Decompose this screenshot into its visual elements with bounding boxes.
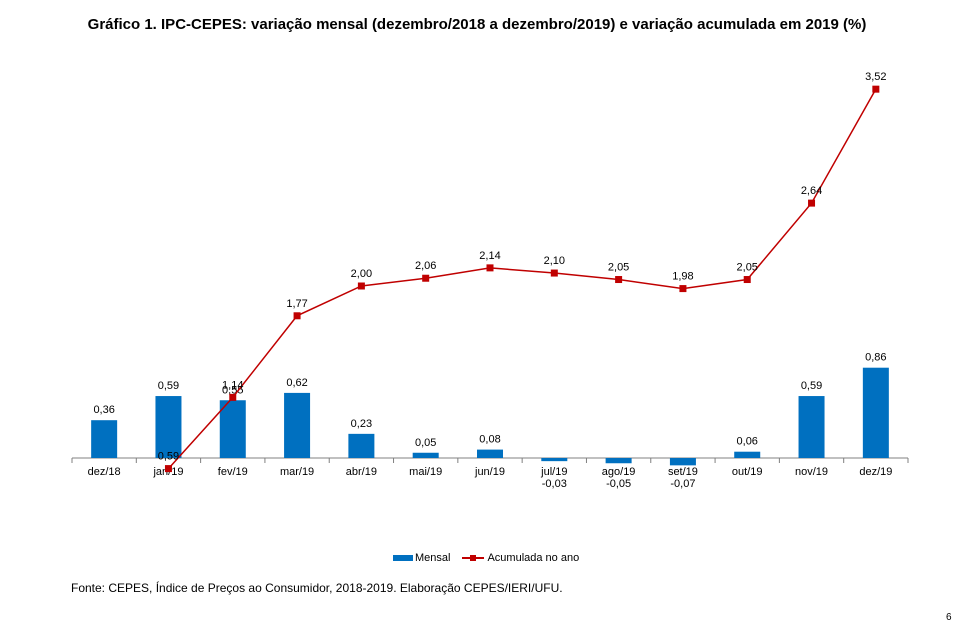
line-value-label: 3,52	[865, 71, 886, 83]
line-value-label: 1,77	[286, 298, 307, 310]
bar-mensal-dez/18	[91, 420, 118, 458]
bar-value-label: 0,36	[93, 404, 114, 416]
bar-mensal-mar/19	[284, 392, 311, 458]
bar-mensal-jan/19	[155, 396, 182, 458]
legend-swatch-bar	[393, 555, 413, 561]
x-tick-label: dez/19	[859, 466, 892, 478]
line-value-label: 2,14	[479, 250, 500, 262]
source-note: Fonte: CEPES, Índice de Preços ao Consum…	[71, 581, 563, 595]
x-tick-label: jun/19	[474, 466, 505, 478]
bar-value-label: 0,62	[286, 377, 307, 389]
bar-value-label: 0,05	[415, 437, 436, 449]
x-tick-label: mai/19	[409, 466, 442, 478]
x-tick-label: ago/19	[602, 466, 636, 478]
line-value-label: 1,14	[222, 379, 243, 391]
bar-value-label: -0,03	[542, 478, 567, 490]
point-acumulada-jan/19	[164, 465, 172, 473]
legend-item-mensal: Mensal	[393, 552, 450, 564]
bar-mensal-jul/19	[541, 458, 568, 462]
x-tick-label: nov/19	[795, 466, 828, 478]
bar-value-label: 0,06	[737, 436, 758, 448]
bar-value-label: 0,86	[865, 352, 886, 364]
legend-label-acumulada: Acumulada no ano	[487, 552, 580, 564]
bar-mensal-out/19	[734, 451, 761, 458]
bar-value-label: 0,59	[158, 380, 179, 392]
line-value-label: 2,06	[415, 260, 436, 272]
point-acumulada-jul/19	[550, 269, 558, 277]
bar-mensal-ago/19	[605, 458, 632, 464]
bar-mensal-nov/19	[798, 396, 825, 458]
legend-label-mensal: Mensal	[415, 552, 451, 564]
series-line-acumulada	[167, 88, 877, 470]
x-tick-label: out/19	[732, 466, 763, 478]
legend-swatch-line	[462, 554, 485, 562]
point-acumulada-jun/19	[486, 264, 494, 272]
point-acumulada-nov/19	[808, 199, 816, 207]
x-tick-label: jul/19	[540, 466, 567, 478]
point-acumulada-abr/19	[357, 282, 365, 290]
line-value-label: 2,00	[351, 268, 372, 280]
point-acumulada-mai/19	[422, 274, 430, 282]
bar-value-label: 0,08	[479, 434, 500, 446]
point-acumulada-dez/19	[872, 85, 880, 93]
bar-value-label: 0,55	[222, 384, 243, 396]
point-acumulada-set/19	[679, 285, 687, 293]
bar-mensal-mai/19	[412, 452, 439, 458]
bar-mensal-set/19	[669, 458, 696, 466]
point-acumulada-ago/19	[615, 276, 623, 284]
x-tick-label: fev/19	[218, 466, 248, 478]
line-value-label: 2,05	[608, 262, 629, 274]
chart-title: Gráfico 1. IPC-CEPES: variação mensal (d…	[87, 16, 867, 33]
line-value-label: 2,10	[544, 255, 565, 267]
x-tick-label: dez/18	[88, 466, 121, 478]
point-acumulada-out/19	[743, 276, 751, 284]
line-value-label: 2,05	[737, 262, 758, 274]
line-value-label: 0,59	[158, 451, 179, 463]
x-tick-label: mar/19	[280, 466, 314, 478]
page-number: 6	[946, 612, 952, 623]
bar-mensal-fev/19	[219, 400, 246, 458]
legend: Mensal Acumulada no ano	[393, 552, 591, 564]
x-tick-label: set/19	[668, 466, 698, 478]
line-value-label: 2,64	[801, 185, 822, 197]
x-tick-label: abr/19	[346, 466, 377, 478]
bar-mensal-abr/19	[348, 433, 375, 458]
bar-value-label: 0,59	[801, 380, 822, 392]
bar-value-label: -0,07	[670, 478, 695, 490]
bar-mensal-dez/19	[862, 367, 889, 458]
point-acumulada-fev/19	[229, 393, 237, 401]
bar-mensal-jun/19	[477, 449, 503, 458]
bar-value-label: 0,23	[351, 418, 372, 430]
bar-value-label: -0,05	[606, 478, 631, 490]
line-value-label: 1,98	[672, 271, 693, 283]
legend-item-acumulada: Acumulada no ano	[462, 552, 579, 564]
point-acumulada-mar/19	[293, 312, 301, 320]
